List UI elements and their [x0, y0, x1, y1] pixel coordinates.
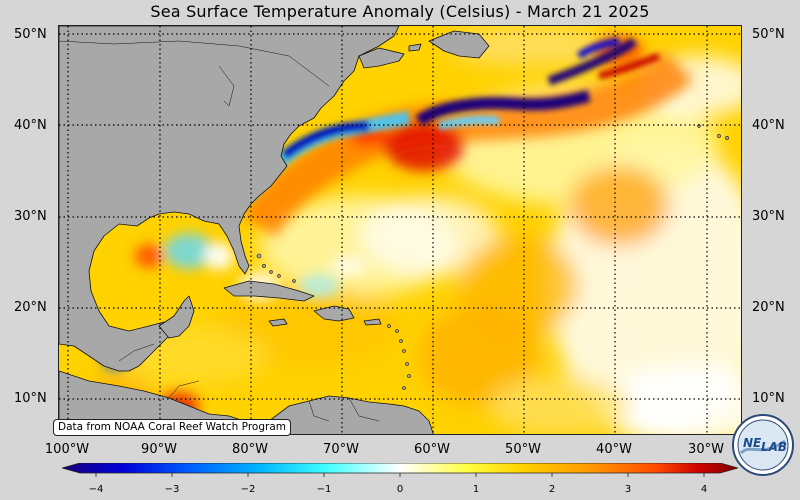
pei-land: [408, 43, 422, 52]
logo-text-left: NE: [743, 436, 762, 450]
lon-label-90w: 90°W: [141, 442, 177, 457]
map-svg: [59, 26, 741, 434]
lat-label-20n-left: 20°N: [14, 300, 47, 315]
colorbar: [62, 463, 738, 477]
lon-label-100w: 100°W: [44, 442, 90, 457]
lon-label-40w: 40°W: [596, 442, 632, 457]
jamaica-land: [268, 318, 288, 327]
colorbar-tick-2: 2: [548, 484, 556, 495]
colorbar-tick-4: 4: [700, 484, 708, 495]
lon-label-50w: 50°W: [505, 442, 541, 457]
lat-label-30n-right: 30°N: [752, 209, 785, 224]
graticule: [59, 26, 741, 434]
lat-label-10n-right: 10°N: [752, 391, 785, 406]
lat-label-40n-right: 40°N: [752, 118, 785, 133]
lat-label-30n-left: 30°N: [14, 209, 47, 224]
colorbar-tick-neg1: −1: [316, 484, 332, 495]
nesdis-lab-logo: NE LAB: [732, 414, 794, 476]
lon-label-60w: 60°W: [414, 442, 450, 457]
lat-label-20n-right: 20°N: [752, 300, 785, 315]
lon-label-70w: 70°W: [323, 442, 359, 457]
hispaniola-land: [313, 305, 355, 322]
yucatan-land: [158, 295, 195, 339]
colorbar-tick-marks: [95, 473, 705, 477]
islands: [256, 124, 729, 390]
cuba-land: [223, 280, 315, 302]
lat-label-10n-left: 10°N: [14, 391, 47, 406]
puerto-rico-land: [363, 318, 382, 326]
colorbar-tick-neg2: −2: [240, 484, 256, 495]
colorbar-tick-3: 3: [624, 484, 632, 495]
lat-label-50n-right: 50°N: [752, 27, 785, 42]
lon-label-30w: 30°W: [688, 442, 724, 457]
north-america-land: [59, 26, 400, 372]
colorbar-shape: [62, 463, 738, 474]
nova-scotia-land: [358, 47, 405, 69]
lat-label-50n-left: 50°N: [14, 27, 47, 42]
land: [59, 26, 490, 434]
logo-text-right: LAB: [761, 440, 787, 454]
sst-anomaly-map: [58, 25, 742, 435]
newfoundland-land: [428, 30, 490, 59]
map-title: Sea Surface Temperature Anomaly (Celsius…: [150, 2, 650, 21]
lat-label-40n-left: 40°N: [14, 118, 47, 133]
colorbar-tick-0: 0: [396, 484, 404, 495]
lon-label-80w: 80°W: [232, 442, 268, 457]
colorbar-tick-neg3: −3: [164, 484, 180, 495]
borders: [59, 40, 380, 422]
source-note: Data from NOAA Coral Reef Watch Program: [53, 419, 291, 436]
colorbar-tick-1: 1: [472, 484, 480, 495]
colorbar-tick-neg4: −4: [88, 484, 104, 495]
south-america-land: [59, 370, 434, 434]
